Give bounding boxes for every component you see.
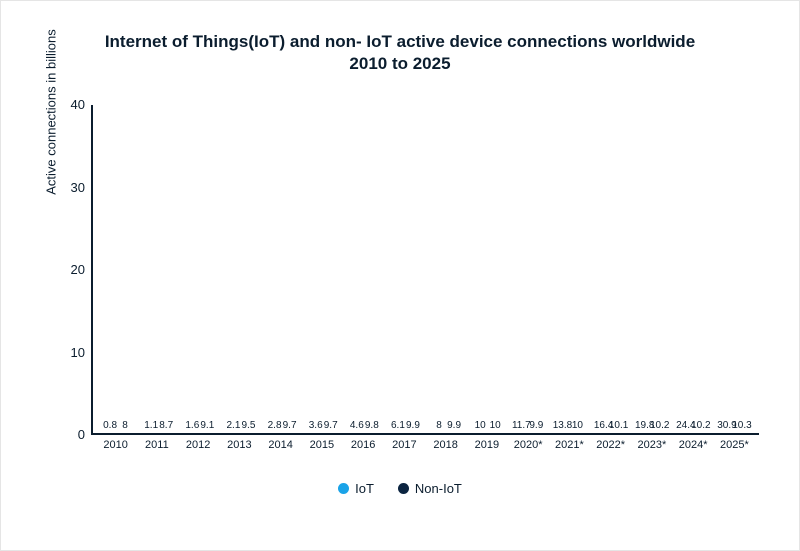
bar-value-label: 2.8 [268,420,282,433]
x-tick-label: 2019 [466,439,507,451]
bars-row: 0.881.18.71.69.12.19.52.89.73.69.74.69.8… [91,105,759,435]
bar-value-label: 10.2 [650,420,669,433]
y-axis-label: Active connections in billions [44,29,59,194]
y-tick-label: 30 [71,180,85,195]
x-tick-label: 2016 [343,439,384,451]
chart-title-line1: Internet of Things(IoT) and non- IoT act… [105,32,695,51]
legend: IoT Non-IoT [41,481,759,496]
legend-label: Non-IoT [415,481,462,496]
legend-label: IoT [355,481,374,496]
x-tick-label: 2024* [673,439,714,451]
y-tick-label: 10 [71,345,85,360]
bar-value-label: 10.1 [609,420,628,433]
bar-value-label: 9.5 [241,420,255,433]
chart-title: Internet of Things(IoT) and non- IoT act… [41,31,759,75]
x-tick-label: 2022* [590,439,631,451]
bar-value-label: 8 [436,420,442,433]
x-tick-label: 2011 [136,439,177,451]
bar-value-label: 4.6 [350,420,364,433]
x-tick-label: 2017 [384,439,425,451]
x-tick-label: 2023* [631,439,672,451]
y-tick-label: 20 [71,262,85,277]
bar-value-label: 1.6 [185,420,199,433]
legend-swatch [338,483,349,494]
bar-value-label: 9.9 [447,420,461,433]
x-axis-labels: 2010201120122013201420152016201720182019… [91,435,759,451]
y-tick-label: 40 [71,97,85,112]
x-tick-label: 2012 [178,439,219,451]
bar-value-label: 10.3 [732,420,751,433]
chart-title-line2: 2010 to 2025 [349,54,450,73]
bar-value-label: 10.2 [691,420,710,433]
bar-value-label: 10 [490,420,501,433]
bar-value-label: 0.8 [103,420,117,433]
x-tick-label: 2010 [95,439,136,451]
bar-value-label: 2.1 [226,420,240,433]
bar-value-label: 9.9 [406,420,420,433]
x-tick-label: 2018 [425,439,466,451]
bar-value-label: 9.9 [529,420,543,433]
plot-area: Active connections in billions 010203040… [91,105,759,435]
x-tick-label: 2015 [301,439,342,451]
bar-value-label: 10 [475,420,486,433]
bar-value-label: 9.8 [365,420,379,433]
x-tick-label: 2014 [260,439,301,451]
legend-swatch [398,483,409,494]
bar-value-label: 1.1 [144,420,158,433]
y-tick-label: 0 [78,427,85,442]
bar-value-label: 13.8 [553,420,572,433]
x-tick-label: 2020* [508,439,549,451]
bar-value-label: 10 [572,420,583,433]
x-tick-label: 2013 [219,439,260,451]
legend-item-noniot: Non-IoT [398,481,462,496]
legend-item-iot: IoT [338,481,374,496]
x-tick-label: 2025* [714,439,755,451]
x-tick-label: 2021* [549,439,590,451]
bar-value-label: 11.7 [512,420,531,433]
bar-value-label: 9.7 [324,420,338,433]
chart-container: Internet of Things(IoT) and non- IoT act… [0,0,800,551]
bar-value-label: 3.6 [309,420,323,433]
bar-value-label: 8.7 [159,420,173,433]
bar-value-label: 9.7 [283,420,297,433]
bar-value-label: 9.1 [200,420,214,433]
bar-value-label: 6.1 [391,420,405,433]
bar-value-label: 8 [122,420,128,433]
